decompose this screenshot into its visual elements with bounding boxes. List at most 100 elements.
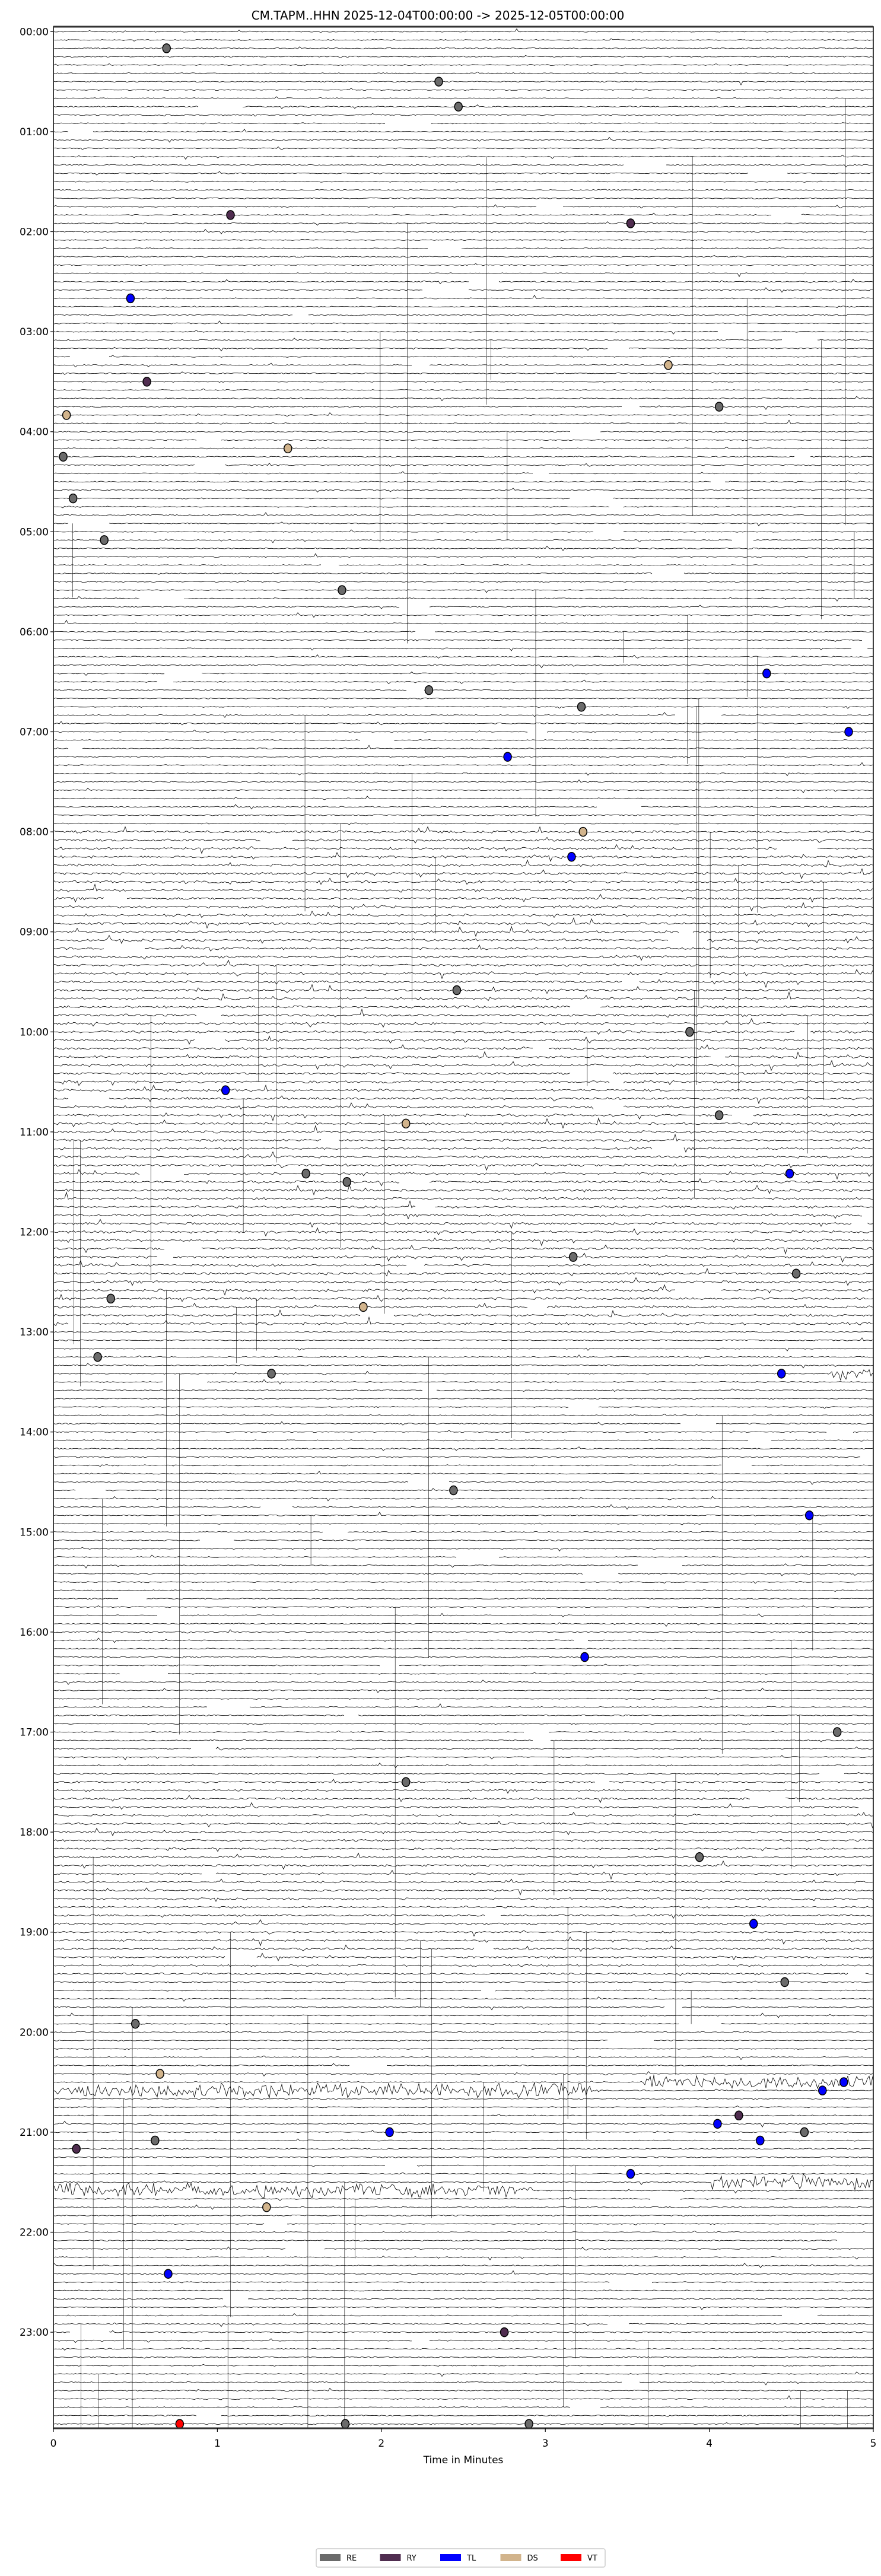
event-marker-re	[832, 1727, 842, 1737]
trace-row	[53, 654, 873, 659]
event-marker-re	[714, 1110, 724, 1121]
trace-row	[53, 2071, 873, 2076]
trace-row	[53, 1887, 873, 1896]
trace-row	[53, 1421, 873, 1426]
trace-row	[53, 1363, 873, 1369]
trace-row	[53, 2204, 873, 2210]
trace-row	[53, 1169, 873, 1180]
event-markers	[59, 43, 853, 2429]
event-marker-tl	[567, 852, 576, 862]
y-tick-label: 11:00	[20, 1127, 49, 1138]
legend-swatch-ds	[500, 2554, 521, 2561]
trace-row	[53, 1697, 873, 1700]
trace-row	[53, 497, 873, 500]
trace-row	[53, 2256, 873, 2260]
event-marker-re	[524, 2419, 533, 2429]
event-marker-re	[454, 101, 463, 112]
legend-label: RE	[346, 2554, 357, 2563]
legend-label: VT	[587, 2554, 597, 2563]
y-tick-label: 08:00	[20, 826, 49, 838]
event-marker-tl	[785, 1168, 794, 1179]
y-tick-label: 15:00	[20, 1526, 49, 1538]
y-tick-label: 16:00	[20, 1627, 49, 1639]
trace-row	[53, 2387, 873, 2392]
trace-row	[53, 1779, 873, 1784]
trace-row	[53, 221, 873, 226]
trace-row	[53, 1722, 873, 1725]
trace-row	[53, 2415, 873, 2417]
trace-row	[53, 346, 873, 352]
trace-row	[53, 1839, 873, 1842]
trace-row	[53, 729, 873, 733]
trace-row	[53, 910, 873, 918]
trace-row	[53, 1637, 873, 1643]
trace-row	[53, 1554, 873, 1559]
event-marker-tl	[503, 752, 512, 762]
trace-row	[53, 2164, 873, 2167]
trace-row	[53, 1252, 873, 1263]
trace-row	[53, 772, 873, 777]
trace-row	[53, 1852, 873, 1859]
trace-row	[53, 228, 873, 234]
trace-row	[53, 2075, 873, 2090]
event-marker-re	[338, 585, 346, 595]
trace-row	[53, 1060, 873, 1071]
trace-row	[53, 146, 873, 150]
trace-row	[53, 2356, 873, 2359]
y-tick-label: 00:00	[20, 26, 49, 38]
trace-row	[53, 1738, 873, 1742]
trace-row	[53, 2230, 873, 2234]
trace-row	[53, 721, 873, 726]
trace-row	[53, 762, 873, 767]
event-marker-re	[402, 1777, 411, 1788]
event-marker-tl	[580, 1652, 589, 1662]
trace-row	[53, 2047, 873, 2050]
trace-row	[53, 279, 873, 285]
legend: RE RY TL DS VT	[316, 2548, 606, 2568]
event-marker-tl	[844, 727, 853, 737]
trace-row	[53, 2005, 873, 2011]
event-marker-tl	[713, 2119, 722, 2129]
trace-row	[53, 1795, 873, 1804]
trace-row	[53, 822, 873, 825]
event-marker-tl	[626, 2168, 635, 2179]
trace-row	[53, 405, 873, 410]
event-marker-re	[449, 1485, 458, 1496]
trace-row	[53, 462, 873, 467]
trace-row	[53, 1044, 873, 1050]
trace-row	[53, 1964, 873, 1967]
trace-row	[53, 1980, 873, 1983]
event-marker-re	[93, 1352, 102, 1362]
trace-row	[53, 1930, 873, 1937]
trace-row	[53, 1331, 873, 1334]
legend-swatch-vt	[561, 2554, 581, 2561]
event-marker-re	[131, 2019, 140, 2029]
trace-row	[53, 272, 873, 277]
trace-row	[53, 1151, 873, 1159]
trace-row	[54, 2406, 873, 2409]
trace-row	[53, 844, 873, 854]
trace-row	[53, 1563, 873, 1569]
trace-row	[53, 1613, 873, 1617]
event-marker-ds	[359, 1302, 368, 1312]
trace-row	[54, 2239, 873, 2241]
trace-row	[53, 1687, 873, 1693]
plot-frame	[53, 26, 874, 2429]
trace-row	[53, 2172, 873, 2175]
trace-row	[53, 1772, 873, 1776]
event-marker-re	[267, 1369, 276, 1379]
trace-row	[53, 1102, 873, 1110]
trace-row	[53, 529, 873, 533]
trace-row	[53, 1580, 873, 1584]
trace-row	[53, 612, 873, 618]
trace-row	[53, 1213, 863, 1220]
y-tick-label: 10:00	[20, 1026, 49, 1038]
trace-row	[53, 1413, 873, 1417]
trace-row	[53, 263, 873, 266]
trace-row	[53, 1531, 873, 1533]
trace-row	[53, 1996, 873, 2002]
trace-row	[53, 1906, 873, 1909]
trace-row	[53, 2012, 873, 2018]
event-marker-re	[780, 1977, 789, 1987]
trace-row	[53, 38, 873, 42]
